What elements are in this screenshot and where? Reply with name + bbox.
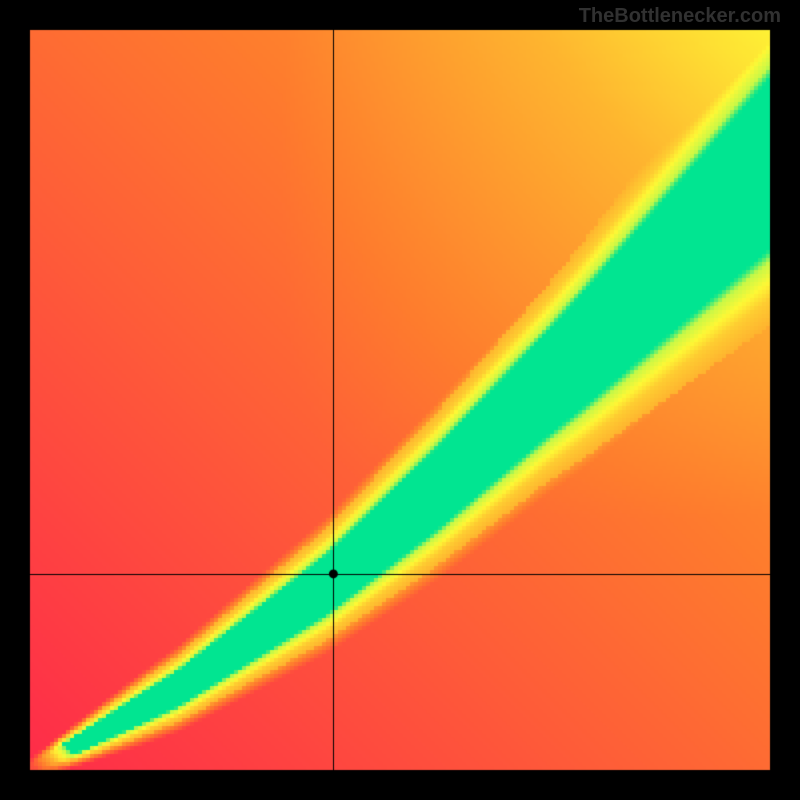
chart-container: TheBottlenecker.com (0, 0, 800, 800)
attribution-label: TheBottlenecker.com (579, 5, 781, 28)
bottleneck-heatmap-canvas (0, 0, 800, 800)
